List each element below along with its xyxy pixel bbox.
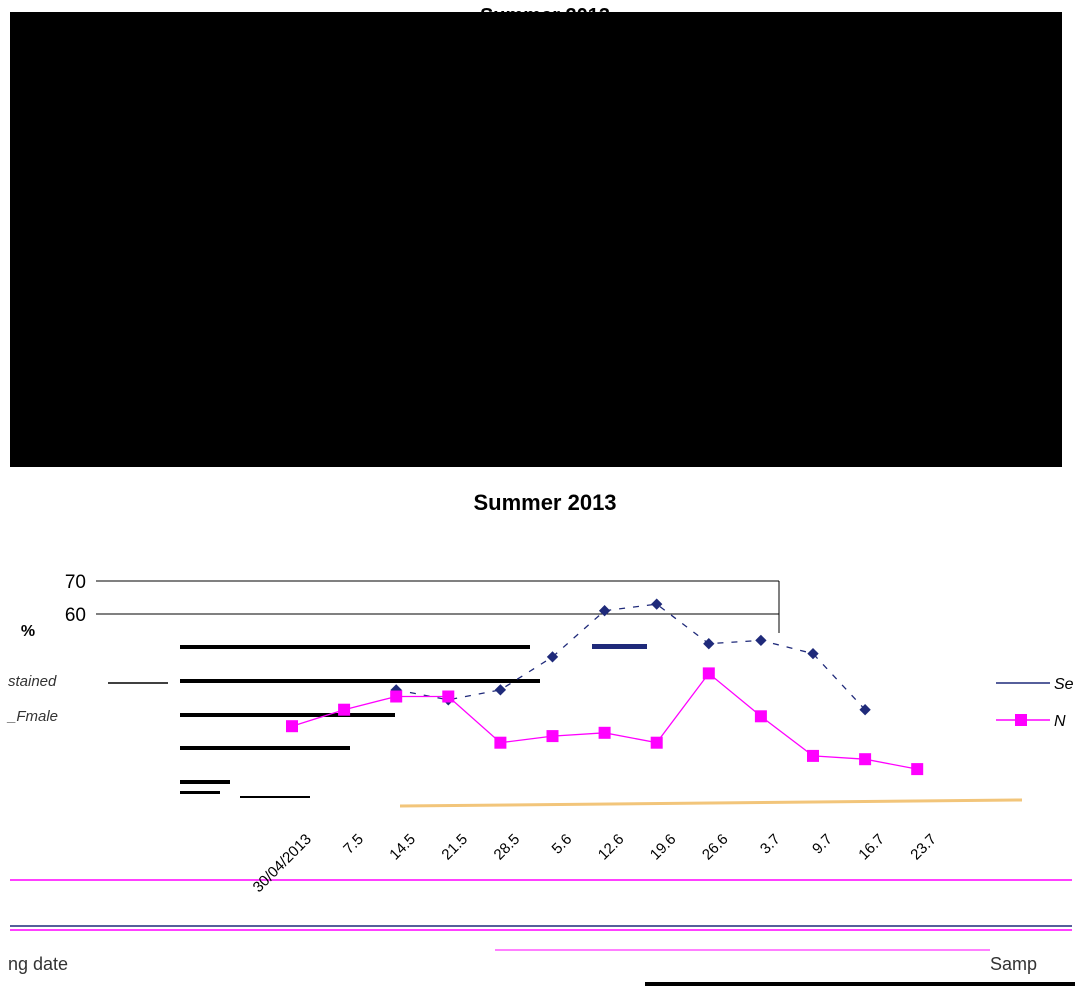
x-tick-label: 26.6 (699, 831, 732, 864)
series-point-se (546, 651, 559, 663)
y-axis-label-fragment: % (21, 623, 35, 640)
glitch-bar (180, 780, 230, 784)
legend-label: N (1054, 713, 1066, 730)
series-line-se (396, 603, 866, 711)
series-point-n (859, 753, 872, 766)
x-tick-label: 28.5 (491, 831, 524, 864)
baseline-artifact (399, 798, 1023, 808)
series-point-n (650, 736, 663, 749)
x-tick-label: 7.5 (340, 831, 367, 858)
series-point-n (807, 749, 819, 762)
x-tick-label: 21.5 (438, 831, 471, 864)
series-point-se (651, 598, 663, 610)
x-axis-label-fragment: Samp (990, 954, 1037, 974)
glitch-bar (180, 746, 350, 750)
glitch-bar (180, 791, 220, 794)
glitch-bar (180, 645, 530, 649)
series-point-n (754, 710, 767, 723)
x-tick-label: 16.7 (855, 831, 888, 864)
chart-title: Summer 2013 (473, 490, 616, 515)
series-point-n (390, 690, 403, 703)
x-tick-label: 14.5 (386, 831, 419, 864)
series-point-n (911, 763, 924, 776)
x-tick-label: 5.6 (549, 831, 576, 858)
bottom-bar (645, 982, 1075, 986)
series-point-n (442, 690, 455, 703)
glitch-bar (592, 644, 647, 649)
x-axis-label-fragment: ng date (8, 954, 68, 974)
x-tick-label: 30/04/2013 (250, 831, 315, 896)
series-point-se (807, 647, 819, 660)
series-point-se (755, 634, 767, 647)
x-tick-label: 9.7 (809, 831, 836, 858)
series-point-se (703, 638, 715, 650)
series-line-n (291, 672, 918, 770)
legend-marker (1015, 714, 1027, 726)
x-tick-label: 19.6 (647, 831, 680, 864)
x-tick-label: 12.6 (595, 831, 628, 864)
left-label-fragment: _Fmale (6, 708, 58, 725)
series-point-se (859, 704, 871, 716)
y-tick-label: 60 (65, 605, 86, 626)
legend-label: Se (1054, 676, 1074, 693)
redacted-block (10, 12, 1062, 467)
series-point-n (598, 726, 611, 739)
series-point-n (338, 703, 351, 716)
x-tick-label: 3.7 (757, 831, 784, 858)
glitch-bar (240, 796, 310, 798)
left-label-fragment: stained (8, 673, 57, 690)
series-point-se (598, 605, 611, 617)
series-point-n (546, 730, 559, 743)
glitch-bar (180, 679, 540, 683)
series-point-n (702, 667, 715, 680)
series-point-n (286, 720, 298, 733)
series-point-n (494, 736, 507, 749)
y-tick-label: 70 (65, 572, 86, 593)
x-tick-label: 23.7 (907, 831, 940, 864)
glitch-bar (180, 713, 395, 717)
series-point-se (494, 684, 507, 696)
